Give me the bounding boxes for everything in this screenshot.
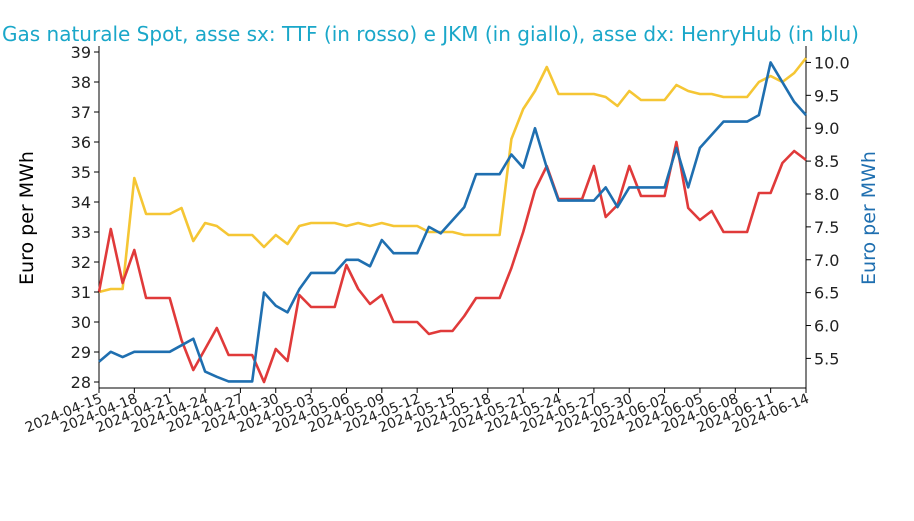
y-axis-left-label: Euro per MWh [16,151,38,285]
y-left-tick-label: 35 [71,163,91,182]
y-right-tick-label: 5.5 [814,349,839,368]
y-right-tick-label: 10.0 [814,53,850,72]
y-right-tick-label: 9.5 [814,86,839,105]
chart-title: Gas naturale Spot, asse sx: TTF (in ross… [2,22,859,46]
y-left-tick-label: 36 [71,133,91,152]
y-right-tick-label: 8.0 [814,185,839,204]
y-axis-right-ticks: 5.5 6.0 6.5 7.0 7.5 8.0 8.5 9.0 9.5 10.0 [806,53,850,368]
y-right-tick-label: 6.0 [814,317,839,336]
axes [98,46,807,389]
y-left-tick-label: 33 [71,223,91,242]
y-left-tick-label: 30 [71,313,91,332]
series-line-henryhub [98,61,807,383]
series-line-ttf [97,140,807,384]
series-lines [97,57,808,384]
series-line-jkm [98,57,808,294]
y-left-tick-label: 32 [71,253,91,272]
y-right-tick-label: 8.5 [814,152,839,171]
y-right-tick-label: 7.5 [814,218,839,237]
y-right-tick-label: 7.0 [814,251,839,270]
y-left-tick-label: 38 [71,73,91,92]
y-left-tick-label: 28 [71,373,91,392]
y-left-tick-label: 37 [71,103,91,122]
y-left-tick-label: 34 [71,193,91,212]
y-axis-right-label: Euro per MWh [858,151,880,285]
y-left-tick-label: 39 [71,43,91,62]
y-right-tick-label: 6.5 [814,284,839,303]
x-axis-ticks: 2024-04-152024-04-182024-04-212024-04-24… [23,388,812,436]
y-left-tick-label: 29 [71,343,91,362]
y-axis-left-ticks: 28 29 30 31 32 33 34 35 36 37 38 39 [71,43,99,392]
y-left-tick-label: 31 [71,283,91,302]
y-right-tick-label: 9.0 [814,119,839,138]
